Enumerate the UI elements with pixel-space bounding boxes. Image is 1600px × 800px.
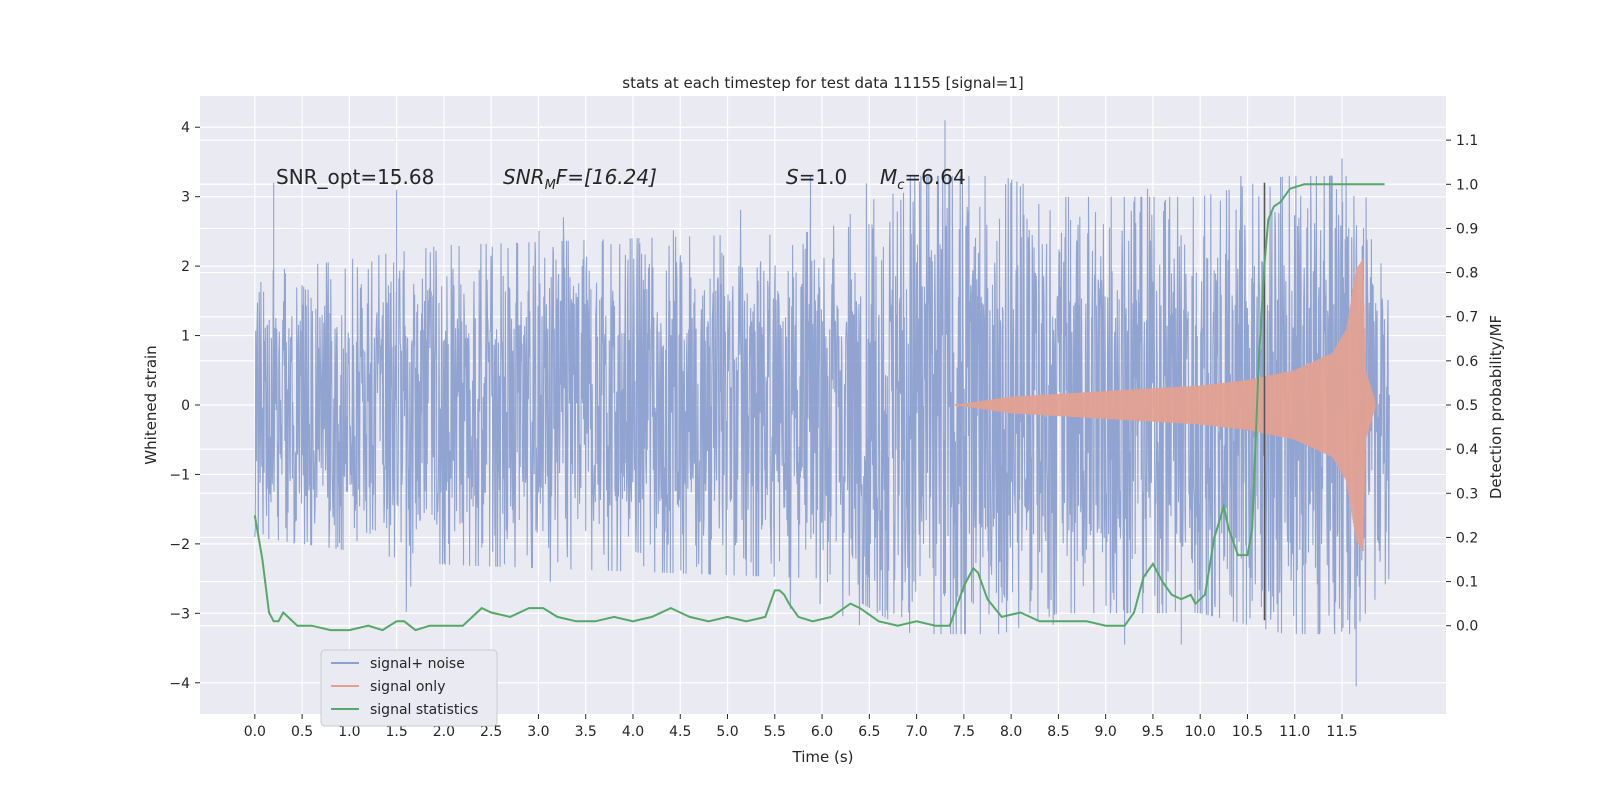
y-axis-label: Whitened strain	[142, 345, 160, 464]
snr-mf-rest: F=[16.24]	[556, 165, 657, 189]
y2-tick-label-0: 1.1	[1456, 133, 1478, 149]
x-tick-label-20: 10.0	[1185, 724, 1216, 740]
y2-tick-label-4: 0.7	[1456, 310, 1478, 326]
y-tick-label-3: 1	[181, 329, 190, 345]
series-layer	[253, 120, 1390, 687]
x-tick-label-7: 3.5	[575, 724, 597, 740]
x-tick-label-21: 10.5	[1232, 724, 1263, 740]
y-tick-label-4: 0	[181, 398, 190, 414]
y-tick-label-0: 4	[181, 120, 190, 136]
annotation-s: S=1.0	[786, 165, 847, 189]
mc-var: M	[880, 165, 897, 189]
x-tick-label-19: 9.5	[1142, 724, 1164, 740]
series-signal-noise-line	[254, 120, 1390, 687]
y-tick-label-7: −3	[169, 606, 190, 622]
y2-tick-label-1: 1.0	[1456, 177, 1478, 193]
x-tick-label-3: 1.5	[386, 724, 408, 740]
x-tick-label-18: 9.0	[1095, 724, 1117, 740]
annotation-mc: Mc=6.64	[880, 165, 966, 193]
y-tick-label-6: −2	[169, 537, 190, 553]
y2-tick-label-3: 0.8	[1456, 266, 1478, 282]
legend-box	[320, 649, 498, 727]
annotation-snr-opt: SNR_opt=15.68	[276, 165, 434, 189]
series-signal-statistics-line	[253, 183, 1385, 632]
y2-axis-label: Detection probability/MF	[1487, 315, 1505, 499]
x-tick-label-9: 4.5	[669, 724, 691, 740]
mc-sub: c	[897, 178, 904, 193]
mc-rest: =6.64	[904, 165, 965, 189]
y-tick-label-1: 3	[181, 190, 190, 206]
x-tick-label-0: 0.0	[244, 724, 266, 740]
y2-tick-label-10: 0.1	[1456, 575, 1478, 591]
x-tick-label-13: 6.5	[858, 724, 880, 740]
x-tick-label-15: 7.5	[953, 724, 975, 740]
snr-mf-sub: M	[545, 178, 556, 193]
legend: signal+ noise signal only signal statist…	[320, 649, 498, 727]
y2-tick-label-8: 0.3	[1456, 486, 1478, 502]
annotation-snr-mf: SNRMF=[16.24]	[503, 165, 657, 193]
x-tick-label-23: 11.5	[1326, 724, 1357, 740]
legend-label-signal-noise: signal+ noise	[370, 656, 465, 672]
x-tick-label-14: 7.0	[905, 724, 927, 740]
x-tick-label-12: 6.0	[811, 724, 833, 740]
x-tick-label-11: 5.5	[764, 724, 786, 740]
y2-tick-label-11: 0.0	[1456, 619, 1478, 635]
legend-label-signal-only: signal only	[370, 679, 445, 695]
series-signal-only-line	[954, 259, 1376, 551]
y2-tick-label-5: 0.6	[1456, 354, 1478, 370]
y2-tick-label-7: 0.4	[1456, 442, 1478, 458]
y2-ticks: 1.1 1.0 0.9 0.8 0.7 0.6 0.5 0.4 0.3 0.2 0.1 0.0	[1446, 133, 1478, 635]
x-tick-label-22: 11.0	[1279, 724, 1310, 740]
legend-label-signal-statistics: signal statistics	[370, 702, 478, 718]
y-tick-label-2: 2	[181, 259, 190, 275]
x-ticks: 0.0 0.5 1.0 1.5 2.0 2.5 3.0 3.5 4.0 4.5 5.0 5.5 6.0 6…	[244, 714, 1358, 740]
x-tick-label-6: 3.0	[527, 724, 549, 740]
s-rest: =1.0	[799, 165, 848, 189]
snr-mf-base: SNR	[503, 165, 545, 189]
y2-tick-label-2: 0.9	[1456, 221, 1478, 237]
chart-title: stats at each timestep for test data 111…	[622, 74, 1023, 92]
x-tick-label-5: 2.5	[480, 724, 502, 740]
y2-tick-label-6: 0.5	[1456, 398, 1478, 414]
s-var: S	[786, 165, 799, 189]
x-tick-label-8: 4.0	[622, 724, 644, 740]
x-tick-label-4: 2.0	[433, 724, 455, 740]
x-axis-label: Time (s)	[792, 748, 854, 766]
y-tick-label-8: −4	[169, 676, 190, 692]
x-tick-label-17: 8.5	[1047, 724, 1069, 740]
y-ticks: 4 3 2 1 0 −1 −2 −3 −4	[169, 120, 200, 692]
x-tick-label-16: 8.0	[1000, 724, 1022, 740]
y2-tick-label-9: 0.2	[1456, 530, 1478, 546]
x-tick-label-2: 1.0	[338, 724, 360, 740]
y-tick-label-5: −1	[169, 467, 190, 483]
x-tick-label-1: 0.5	[291, 724, 313, 740]
x-tick-label-10: 5.0	[716, 724, 738, 740]
